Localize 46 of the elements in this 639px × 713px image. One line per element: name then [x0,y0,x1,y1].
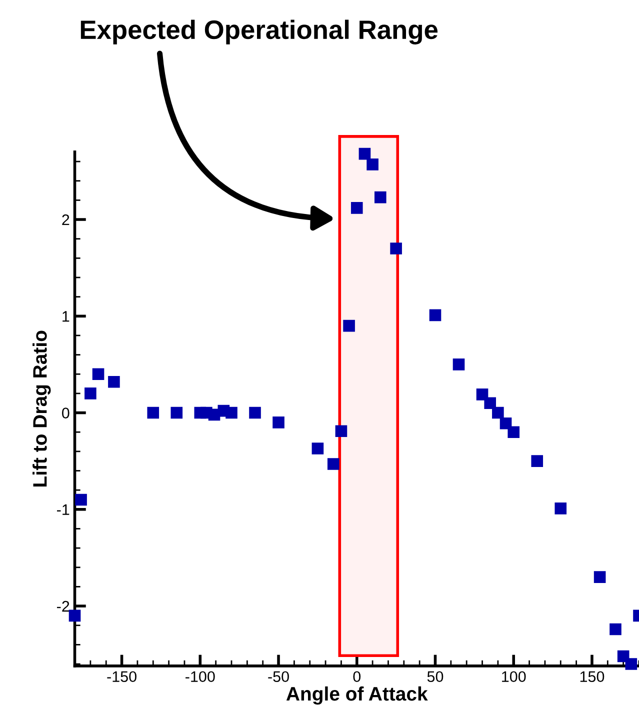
point [226,406,238,419]
y-tick-label: 2 [62,214,70,226]
point [92,368,104,380]
point [452,358,465,370]
point [312,442,324,454]
x-axis-title: Angle of Attack [286,686,428,705]
point [390,242,402,254]
x-tick-label: -150 [107,671,136,682]
point [429,309,442,322]
point [554,502,567,514]
point [84,388,96,400]
point [170,406,183,419]
point [500,417,512,430]
x-tick-label: 150 [580,671,604,682]
point [327,458,340,470]
x-tick-label: -50 [268,671,289,682]
point [484,397,496,410]
point [492,406,504,419]
point [594,571,606,583]
point [147,406,160,419]
point [343,320,355,332]
x-tick-label: 0 [353,671,361,682]
text: Expected Operational Range [80,20,438,44]
point [249,406,261,419]
point [335,425,348,438]
y-tick-label: -1 [56,504,70,515]
y-tick-label: 1 [62,311,70,322]
point [366,158,378,170]
point [350,202,363,214]
point [75,494,87,506]
point [625,658,638,670]
point [108,376,120,388]
point [68,610,81,622]
point [358,148,371,160]
x-tick-label: -100 [186,671,215,682]
y-axis-title: Lift to Drag Ratio [32,330,51,486]
point [508,426,520,438]
x-tick-label: 50 [427,671,444,682]
y-tick-label: 0 [62,408,70,418]
point [272,416,284,428]
y-tick-label: -2 [56,600,70,612]
point [374,191,386,204]
x-tick-label: 100 [502,671,526,682]
point [610,623,622,636]
point [476,388,488,400]
point [531,455,544,467]
